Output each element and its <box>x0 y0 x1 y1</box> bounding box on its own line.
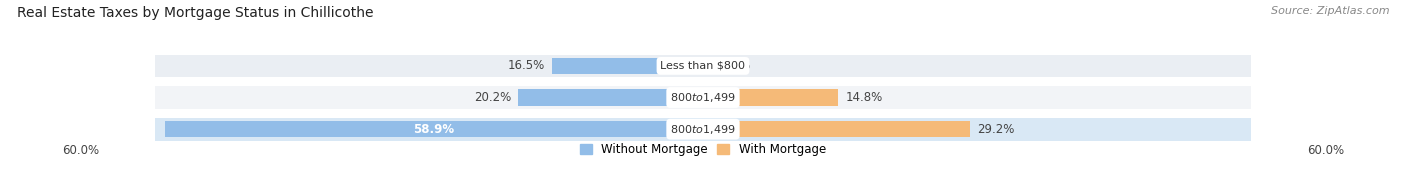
Bar <box>703 58 706 74</box>
Bar <box>155 118 1251 141</box>
Text: 16.5%: 16.5% <box>508 59 546 72</box>
Bar <box>165 121 703 137</box>
Text: Less than $800: Less than $800 <box>661 61 745 71</box>
Text: 29.2%: 29.2% <box>977 123 1014 136</box>
Text: 0.27%: 0.27% <box>713 59 749 72</box>
Bar <box>155 86 1251 109</box>
Text: Real Estate Taxes by Mortgage Status in Chillicothe: Real Estate Taxes by Mortgage Status in … <box>17 6 374 20</box>
Text: $800 to $1,499: $800 to $1,499 <box>671 91 735 104</box>
Text: 60.0%: 60.0% <box>1308 144 1344 157</box>
Bar <box>703 121 970 137</box>
Text: 20.2%: 20.2% <box>474 91 512 104</box>
Text: 14.8%: 14.8% <box>845 91 883 104</box>
Legend: Without Mortgage, With Mortgage: Without Mortgage, With Mortgage <box>581 143 825 156</box>
Text: Source: ZipAtlas.com: Source: ZipAtlas.com <box>1271 6 1389 16</box>
Text: $800 to $1,499: $800 to $1,499 <box>671 123 735 136</box>
Bar <box>703 89 838 106</box>
Bar <box>155 54 1251 77</box>
Bar <box>519 89 703 106</box>
Text: 58.9%: 58.9% <box>413 123 454 136</box>
Text: 60.0%: 60.0% <box>62 144 98 157</box>
Bar <box>553 58 703 74</box>
